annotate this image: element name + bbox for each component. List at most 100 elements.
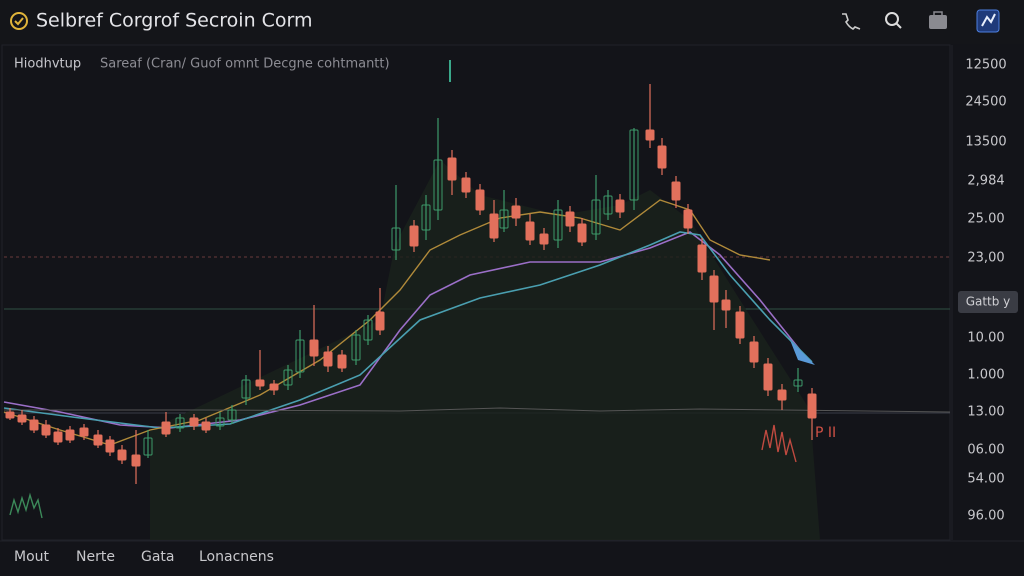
portfolio-handle xyxy=(933,11,943,17)
candle-body xyxy=(117,449,127,461)
candle-body xyxy=(131,454,141,467)
candle-body xyxy=(615,199,625,213)
price-axis-label: 96.00 xyxy=(967,509,1004,524)
candle-body xyxy=(447,157,457,181)
candle-body xyxy=(189,417,199,427)
portfolio-icon[interactable] xyxy=(929,11,947,29)
candle-body xyxy=(269,383,279,391)
candle-body xyxy=(749,341,759,363)
candle-body xyxy=(763,363,773,391)
price-axis-label: 23,00 xyxy=(967,251,1004,266)
candle-body xyxy=(657,145,667,169)
candle-body xyxy=(391,227,401,251)
candle-body xyxy=(255,379,265,387)
candle-body xyxy=(175,417,185,429)
price-axis-label: 2,984 xyxy=(967,174,1004,189)
candle-body xyxy=(697,244,707,273)
candle-body xyxy=(735,311,745,339)
candle-body xyxy=(323,351,333,367)
candle-body xyxy=(721,299,731,311)
candle-body xyxy=(461,177,471,193)
candle-body xyxy=(629,129,639,201)
price-axis-label: 24500 xyxy=(965,95,1006,110)
candle-body xyxy=(577,223,587,243)
symbol-name: Hiodhvtup xyxy=(14,57,81,72)
account-icon[interactable] xyxy=(976,9,1000,33)
bottom-tab[interactable]: Nerte xyxy=(76,549,115,565)
phone-glyph xyxy=(842,13,861,30)
candle-body xyxy=(375,311,385,331)
candle-body xyxy=(489,213,499,239)
candle-body xyxy=(227,409,237,421)
candle-body xyxy=(539,233,549,245)
bottom-tab[interactable]: Lonacnens xyxy=(199,549,274,565)
candle-body xyxy=(553,209,563,241)
candle-body xyxy=(309,339,319,357)
candle-body xyxy=(409,225,419,247)
candle-body xyxy=(53,431,63,443)
price-axis-label: 1.000 xyxy=(967,368,1004,383)
trend-arrow xyxy=(790,340,815,365)
logo xyxy=(10,12,28,30)
candle-body xyxy=(295,339,305,373)
account-glyph xyxy=(976,9,1000,33)
chart-marker: P II xyxy=(815,425,836,441)
price-badge xyxy=(958,291,1018,313)
price-axis-label: 13.00 xyxy=(967,405,1004,420)
candle-body xyxy=(475,189,485,211)
candle-body xyxy=(283,369,293,386)
candle-body xyxy=(17,414,27,423)
bottom-tab[interactable]: Gata xyxy=(141,549,175,565)
phone-icon[interactable] xyxy=(842,13,861,30)
candle-body xyxy=(215,417,225,427)
candle-body xyxy=(421,204,431,231)
portfolio-glyph xyxy=(929,15,947,29)
candle-body xyxy=(645,129,655,141)
search-handle xyxy=(895,22,902,29)
candle-body xyxy=(41,424,51,436)
candle-body xyxy=(337,354,347,369)
candle-body xyxy=(511,205,521,219)
candle-body xyxy=(143,437,153,456)
price-axis-label: 54.00 xyxy=(967,472,1004,487)
bottom-tab[interactable]: Mout xyxy=(14,549,50,565)
candle-body xyxy=(433,159,443,211)
candle-body xyxy=(499,209,509,229)
price-axis-label: 10.00 xyxy=(967,331,1004,346)
search-icon[interactable] xyxy=(885,12,902,29)
candle-body xyxy=(65,429,75,441)
candle-body xyxy=(565,211,575,227)
candle-body xyxy=(591,199,601,235)
account-mark xyxy=(981,13,996,27)
price-axis-label: 12500 xyxy=(965,58,1006,73)
candle-body xyxy=(671,181,681,201)
app-title: Selbref Corgrof Secroin Corm xyxy=(36,10,313,32)
price-axis-label: 13500 xyxy=(965,135,1006,150)
candle-body xyxy=(105,439,115,453)
candle-body xyxy=(241,379,251,399)
price-axis-label: 06.00 xyxy=(967,443,1004,458)
price-badge-label: Gattb y xyxy=(966,295,1011,309)
search-glyph xyxy=(885,12,899,26)
candle-body xyxy=(807,393,817,419)
mini-sparkline xyxy=(9,492,43,519)
candle-body xyxy=(793,379,803,387)
area-fill xyxy=(150,160,820,540)
candle-body xyxy=(351,334,361,361)
candle-body xyxy=(161,421,171,435)
candle-body xyxy=(525,221,535,241)
candle-body xyxy=(29,419,39,431)
candle-body xyxy=(79,427,89,437)
candle-body xyxy=(777,389,787,401)
candle-body xyxy=(709,275,719,303)
top-bar xyxy=(0,0,1024,44)
indicator-legend: Sareaf (Cran/ Guof omnt Decgne cohtmantt… xyxy=(100,57,390,72)
candle-body xyxy=(603,195,613,215)
price-axis-label: 25.00 xyxy=(967,212,1004,227)
volume-spike xyxy=(761,424,797,463)
candle-body xyxy=(363,319,373,341)
candle-body xyxy=(201,421,211,431)
candle-body xyxy=(5,411,15,419)
volume-line xyxy=(4,407,951,413)
